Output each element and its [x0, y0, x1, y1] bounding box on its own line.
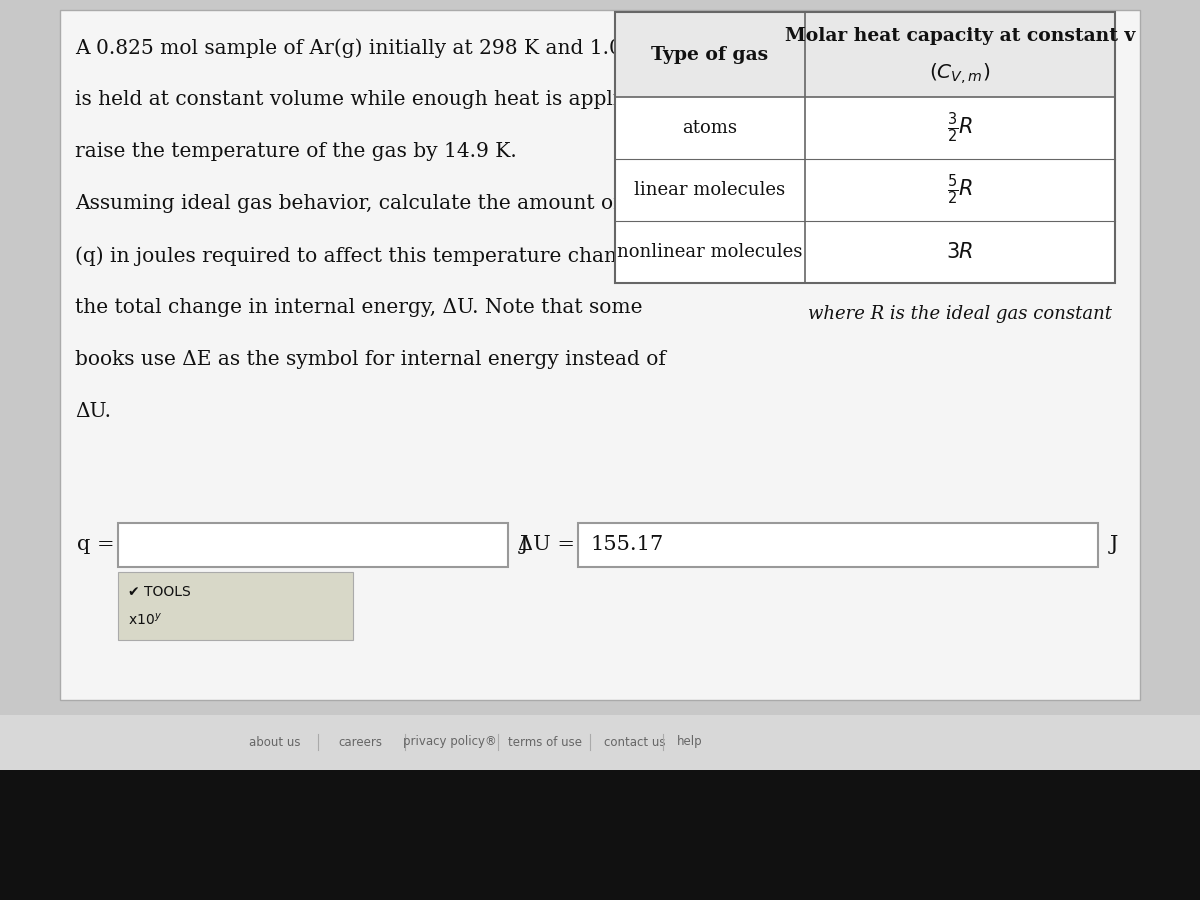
- Text: atoms: atoms: [683, 119, 738, 137]
- FancyBboxPatch shape: [0, 715, 1200, 770]
- FancyBboxPatch shape: [616, 12, 1115, 283]
- Text: about us: about us: [250, 735, 301, 749]
- Text: $(C_{V,m})$: $(C_{V,m})$: [930, 61, 990, 86]
- Text: $3R$: $3R$: [947, 242, 973, 262]
- Text: careers: careers: [338, 735, 382, 749]
- FancyBboxPatch shape: [60, 10, 1140, 700]
- Text: J: J: [520, 536, 528, 554]
- Text: q =: q =: [77, 536, 115, 554]
- FancyBboxPatch shape: [578, 523, 1098, 567]
- Text: the total change in internal energy, ΔU. Note that some: the total change in internal energy, ΔU.…: [74, 298, 642, 317]
- Text: Type of gas: Type of gas: [652, 46, 768, 64]
- Text: ✔ TOOLS: ✔ TOOLS: [128, 585, 191, 599]
- FancyBboxPatch shape: [118, 572, 353, 640]
- Text: ΔU.: ΔU.: [74, 402, 112, 421]
- Text: Molar heat capacity at constant v: Molar heat capacity at constant v: [785, 27, 1135, 45]
- Text: $\frac{5}{2}R$: $\frac{5}{2}R$: [947, 173, 973, 207]
- Text: Assuming ideal gas behavior, calculate the amount of heat: Assuming ideal gas behavior, calculate t…: [74, 194, 672, 213]
- Text: where R is the ideal gas constant: where R is the ideal gas constant: [808, 305, 1112, 323]
- Text: raise the temperature of the gas by 14.9 K.: raise the temperature of the gas by 14.9…: [74, 142, 517, 161]
- Text: 155.17: 155.17: [590, 536, 664, 554]
- Text: books use ΔE as the symbol for internal energy instead of: books use ΔE as the symbol for internal …: [74, 350, 666, 369]
- Text: x10$^y$: x10$^y$: [128, 612, 162, 628]
- FancyBboxPatch shape: [616, 12, 1115, 97]
- Text: linear molecules: linear molecules: [635, 181, 786, 199]
- Text: J: J: [1110, 536, 1118, 554]
- Text: terms of use: terms of use: [508, 735, 582, 749]
- Text: $\frac{3}{2}R$: $\frac{3}{2}R$: [947, 111, 973, 145]
- Text: (q) in joules required to affect this temperature change and: (q) in joules required to affect this te…: [74, 246, 686, 266]
- Text: nonlinear molecules: nonlinear molecules: [617, 243, 803, 261]
- Text: privacy policy®: privacy policy®: [403, 735, 497, 749]
- Text: contact us: contact us: [605, 735, 666, 749]
- Text: ΔU =: ΔU =: [518, 536, 575, 554]
- Text: help: help: [677, 735, 703, 749]
- FancyBboxPatch shape: [118, 523, 508, 567]
- FancyBboxPatch shape: [0, 770, 1200, 900]
- Text: is held at constant volume while enough heat is applied to: is held at constant volume while enough …: [74, 90, 671, 109]
- Text: A 0.825 mol sample of Ar(g) initially at 298 K and 1.00 atm: A 0.825 mol sample of Ar(g) initially at…: [74, 38, 680, 58]
